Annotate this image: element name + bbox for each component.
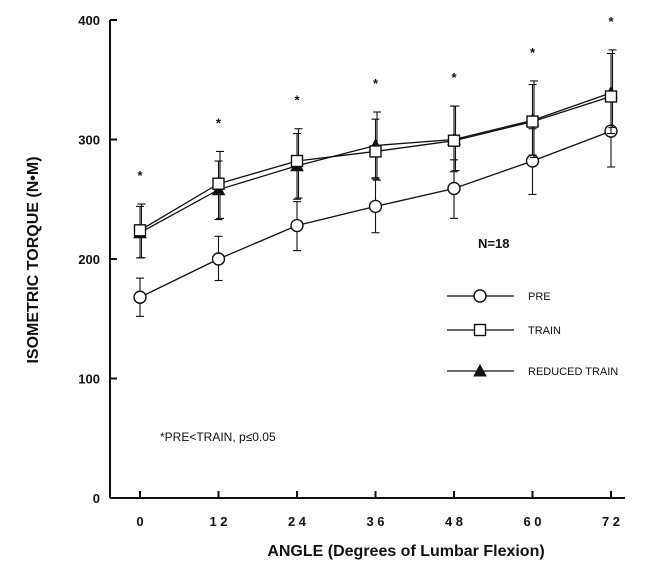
x-tick-label-12: 1 2	[209, 514, 227, 529]
point-pre-24	[290, 218, 304, 233]
y-tick-label-300: 300	[78, 133, 100, 148]
point-pre-48	[447, 181, 461, 196]
significance-star-72: *	[608, 14, 614, 29]
axes	[109, 20, 625, 499]
x-axis-title: ANGLE (Degrees of Lumbar Flexion)	[267, 543, 544, 560]
point-pre-12	[211, 252, 226, 266]
point-train-60	[526, 115, 539, 128]
legend-label-reduced-train: REDUCED TRAIN	[528, 366, 618, 378]
sample-size-label: N=18	[478, 236, 509, 251]
point-pre-36	[368, 199, 383, 214]
point-pre-0	[133, 290, 147, 304]
point-train-48	[447, 134, 461, 147]
y-axis-title: ISOMETRIC TORQUE (N•M)	[25, 156, 42, 363]
significance-footnote: *PRE<TRAIN, p≤0.05	[160, 430, 276, 444]
significance-star-36: *	[373, 76, 379, 91]
series-train	[133, 49, 618, 259]
x-tick-label-48: 4 8	[445, 514, 463, 529]
axis-ticks: 0 100 200 300 400 0 1 2 2 4 3 6 4 8 6 0 7 2	[78, 13, 620, 529]
significance-star-12: *	[216, 115, 222, 130]
significance-star-0: *	[137, 168, 143, 183]
significance-star-24: *	[294, 93, 300, 108]
significance-star-48: *	[451, 70, 457, 85]
significance-star-60: *	[530, 45, 536, 60]
point-train-12	[212, 177, 225, 190]
significance-markers: * * * * * * *	[137, 14, 614, 183]
x-tick-label-72: 7 2	[602, 514, 620, 529]
legend-label-pre: PRE	[528, 291, 551, 303]
point-train-36	[369, 145, 382, 158]
x-tick-label-60: 6 0	[523, 514, 541, 529]
x-tick-label-24: 2 4	[288, 514, 307, 529]
legend-marker-train	[473, 323, 487, 337]
x-tick-label-0: 0	[136, 514, 143, 529]
y-tick-label-200: 200	[78, 252, 100, 267]
y-tick-label-400: 400	[78, 13, 100, 28]
legend-marker-pre	[473, 289, 487, 303]
point-train-0	[133, 224, 147, 237]
y-tick-label-100: 100	[78, 372, 100, 387]
point-train-72	[604, 90, 618, 103]
y-tick-label-0: 0	[93, 491, 100, 506]
point-pre-60	[525, 154, 540, 168]
legend-label-train: TRAIN	[528, 325, 561, 337]
x-tick-label-36: 3 6	[366, 514, 384, 529]
point-train-24	[290, 154, 304, 168]
data-series	[133, 49, 618, 317]
legend-marker-reduced-train	[473, 363, 487, 377]
legend: PRE TRAIN REDUCED TRAIN	[447, 289, 618, 378]
